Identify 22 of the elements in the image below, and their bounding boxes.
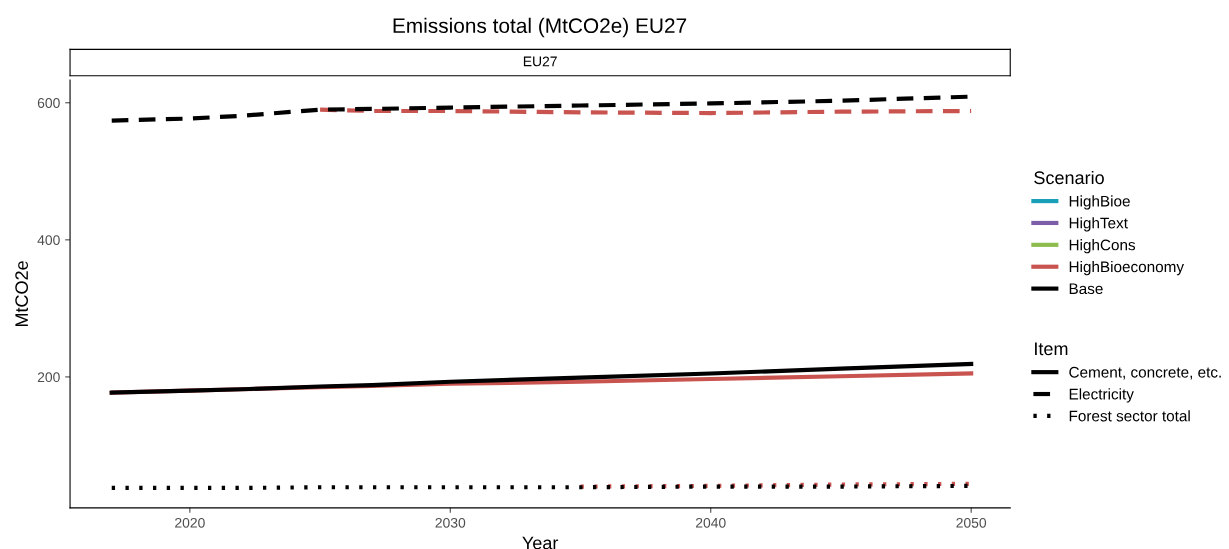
legend-label: HighBioe (1069, 195, 1130, 210)
text: Scenario (1034, 170, 1104, 185)
chart-subtitle: EU27 (523, 56, 557, 67)
line-series (109, 361, 974, 395)
y-axis-title: MtCO2e (15, 261, 29, 327)
legend-label: HighText (1069, 217, 1128, 232)
legend-label: HighBioeconomy (1069, 261, 1184, 276)
x-tick-label: 2050 (956, 517, 987, 528)
y-tick-label: 200 (37, 372, 60, 383)
y-tick-label: 400 (37, 235, 60, 246)
y-tick-label: 600 (37, 98, 60, 108)
text: Electricity (1069, 388, 1134, 403)
x-axis-title: Year (522, 536, 559, 549)
legend-label: HighCons (1069, 239, 1136, 254)
text: Cement, concrete, etc. (1069, 366, 1221, 380)
x-tick-label: 2030 (435, 517, 466, 528)
legend-label: Base (1069, 283, 1103, 295)
x-tick-label: 2040 (695, 517, 726, 528)
text: Item (1035, 342, 1068, 356)
x-tick-label: 2020 (175, 517, 205, 528)
chart-title: Emissions total (MtCO2e) EU27 (393, 17, 687, 38)
text: Forest sector total (1069, 410, 1190, 422)
